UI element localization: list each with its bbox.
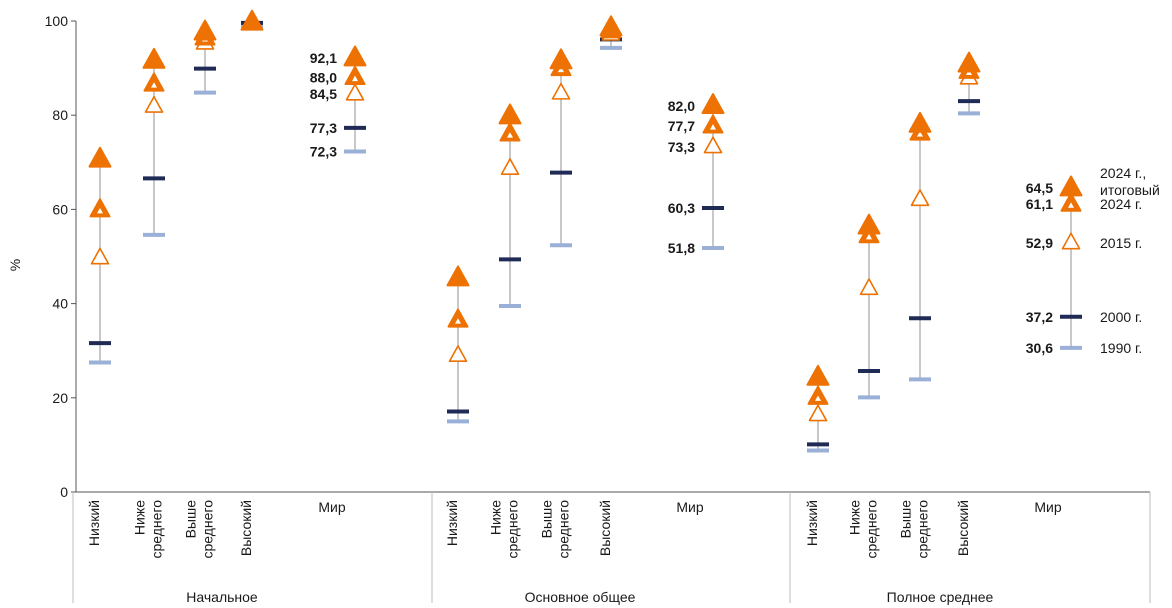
group-label: Основное общее (525, 589, 636, 605)
point-2-2-marker-2024 (499, 122, 521, 142)
world-2-marker-2015 (703, 136, 723, 154)
category-label: среднего (200, 500, 216, 559)
category-label: Высокий (955, 500, 971, 556)
world-value-label: 52,9 (1026, 235, 1053, 251)
world-3-marker-2015 (1061, 232, 1081, 250)
point-1-2-marker-2024-final (142, 47, 166, 69)
point-2-2-marker-2015 (500, 158, 520, 176)
world-value-label: 88,0 (310, 70, 337, 86)
point-1-1-marker-2024-inner (97, 208, 103, 214)
y-tick-label: 0 (60, 484, 68, 500)
category-label: Выше (539, 500, 555, 539)
point-3-4-marker-2024-final (957, 51, 981, 73)
world-2-marker-2024-inner (710, 124, 716, 130)
category-label-world: Мир (1034, 499, 1061, 515)
world-value-label: 92,1 (310, 50, 337, 66)
point-2-1-marker-2024-final (446, 265, 470, 287)
category-label: среднего (556, 500, 572, 559)
point-1-4-marker-2024-final (240, 9, 264, 31)
legend-label: 1990 г. (1100, 340, 1142, 356)
world-value-label: 60,3 (668, 200, 695, 216)
world-3-marker-2024-inner (1068, 202, 1074, 208)
world-1-marker-2015 (345, 83, 365, 101)
point-1-1-marker-2024-final (88, 146, 112, 168)
world-value-label: 77,7 (668, 118, 695, 134)
point-2-2-marker-2024-inner (507, 132, 513, 138)
y-tick-label: 80 (52, 107, 68, 123)
category-label: среднего (864, 500, 880, 559)
legend-label: 2024 г., (1100, 165, 1146, 181)
world-value-label: 51,8 (668, 240, 695, 256)
category-label-world: Мир (318, 499, 345, 515)
world-2-marker-2024 (702, 114, 724, 134)
group-label: Полное среднее (887, 589, 994, 605)
y-tick-label: 100 (45, 13, 69, 29)
point-3-3-marker-2015 (910, 189, 930, 207)
point-3-1-marker-2024-final (806, 364, 830, 386)
point-2-1-marker-2024-inner (455, 318, 461, 324)
world-value-label: 37,2 (1026, 309, 1053, 325)
world-value-label: 82,0 (668, 98, 695, 114)
category-label: Низкий (86, 500, 102, 546)
category-label: Выше (183, 500, 199, 539)
point-3-2-marker-2015 (859, 278, 879, 296)
y-axis-label: % (7, 259, 23, 271)
category-label: Выше (898, 500, 914, 539)
point-1-1-marker-2015 (90, 247, 110, 265)
world-1-marker-2024-final (343, 45, 367, 67)
point-3-1-marker-2015 (808, 404, 828, 422)
category-label: Низкий (444, 500, 460, 546)
category-label: среднего (505, 500, 521, 559)
legend-label: 2024 г. (1100, 196, 1142, 212)
point-1-2-marker-2024 (143, 72, 165, 92)
y-tick-label: 40 (52, 296, 68, 312)
point-2-2-marker-2024-final (498, 103, 522, 125)
point-2-3-marker-2024-final (549, 48, 573, 70)
point-1-2-marker-2024-inner (151, 82, 157, 88)
category-label: Ниже (488, 500, 504, 535)
point-1-1-marker-2024 (89, 198, 111, 218)
point-2-4-marker-2024-final (599, 15, 623, 37)
point-3-3-marker-2024-inner (917, 131, 923, 137)
category-label: Ниже (132, 500, 148, 535)
category-label: Низкий (804, 500, 820, 546)
point-3-1-marker-2024-inner (815, 395, 821, 401)
world-value-label: 73,3 (668, 139, 695, 155)
world-3-marker-2024-final (1059, 175, 1083, 197)
point-2-1-marker-2015 (448, 345, 468, 363)
world-value-label: 77,3 (310, 120, 337, 136)
category-label: Ниже (847, 500, 863, 535)
point-3-3-marker-2024-final (908, 111, 932, 133)
legend-label: итоговый (1100, 182, 1160, 198)
legend-label: 2015 г. (1100, 235, 1142, 251)
category-label: Высокий (597, 500, 613, 556)
point-3-1-marker-2024 (807, 385, 829, 405)
point-1-3-marker-2024-final (193, 19, 217, 41)
world-value-label: 30,6 (1026, 340, 1053, 356)
world-value-label: 64,5 (1026, 180, 1053, 196)
point-1-2-marker-2015 (144, 95, 164, 113)
world-2-marker-2024-final (701, 93, 725, 114)
point-2-1-marker-2024 (447, 308, 469, 328)
world-1-marker-2024-inner (352, 75, 358, 82)
y-tick-label: 60 (52, 201, 68, 217)
point-3-2-marker-2024-final (857, 213, 881, 235)
point-2-3-marker-2015 (551, 82, 571, 100)
category-label-world: Мир (676, 499, 703, 515)
category-label: среднего (149, 500, 165, 559)
point-3-2-marker-2024-inner (866, 233, 872, 240)
world-value-label: 84,5 (310, 86, 337, 102)
legend-label: 2000 г. (1100, 309, 1142, 325)
world-3-marker-2024 (1060, 192, 1082, 212)
category-label: Высокий (238, 500, 254, 556)
world-value-label: 61,1 (1026, 196, 1053, 212)
point-2-3-marker-2024-inner (558, 66, 564, 73)
group-label: Начальное (186, 589, 258, 605)
world-1-marker-2024 (344, 65, 366, 86)
y-tick-label: 20 (52, 390, 68, 406)
world-value-label: 72,3 (310, 143, 337, 159)
category-label: среднего (915, 500, 931, 559)
